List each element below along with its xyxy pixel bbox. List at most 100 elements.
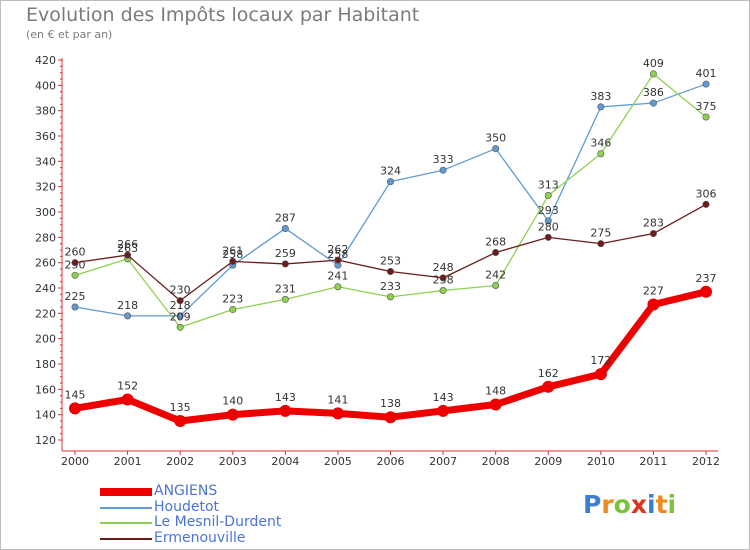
data-point-ermenouville — [176, 297, 184, 305]
data-label-ermenouville: 248 — [433, 261, 454, 274]
data-label-angiens: 145 — [65, 388, 86, 401]
data-label-angiens: 135 — [170, 401, 191, 414]
data-label-houdetot: 225 — [65, 290, 86, 303]
data-label-houdetot: 333 — [433, 153, 454, 166]
data-point-houdetot — [281, 224, 289, 232]
legend-item-angiens: ANGIENS — [100, 484, 400, 500]
chart-legend: ANGIENS Houdetot Le Mesnil-Durdent Ermenouv… — [100, 484, 400, 546]
data-point-angiens — [226, 408, 239, 421]
data-point-angiens — [174, 415, 187, 427]
x-tick-label: 2008 — [482, 455, 510, 468]
data-point-le-mesnil-durdent — [229, 306, 237, 314]
y-tick-label: 200 — [35, 333, 56, 346]
logo-letter: P — [583, 490, 602, 519]
y-tick-label: 140 — [35, 409, 56, 422]
data-point-houdetot — [649, 99, 657, 107]
data-label-ermenouville: 283 — [643, 217, 664, 230]
y-tick-label: 340 — [35, 155, 56, 168]
y-tick-label: 120 — [35, 434, 56, 447]
data-label-houdetot: 383 — [590, 90, 611, 103]
data-point-ermenouville — [702, 200, 710, 208]
logo-letter: i — [667, 490, 677, 519]
y-tick-label: 400 — [35, 79, 56, 92]
data-label-ermenouville: 261 — [222, 244, 243, 257]
x-tick-label: 2004 — [271, 455, 299, 468]
data-point-le-mesnil-durdent — [334, 283, 342, 291]
data-label-houdetot: 258 — [327, 248, 348, 261]
y-tick-label: 240 — [35, 282, 56, 295]
data-label-le-mesnil-durdent: 231 — [275, 282, 296, 295]
data-label-houdetot: 218 — [117, 299, 138, 312]
data-point-houdetot — [124, 312, 132, 320]
data-point-le-mesnil-durdent — [492, 281, 500, 289]
data-point-le-mesnil-durdent — [544, 192, 552, 200]
data-point-houdetot — [176, 312, 184, 320]
data-point-houdetot — [597, 103, 605, 111]
data-point-angiens — [542, 380, 555, 393]
chart-title: Evolution des Impôts locaux par Habitant — [26, 4, 420, 26]
data-label-ermenouville: 268 — [485, 236, 506, 249]
data-label-angiens: 143 — [433, 391, 454, 404]
logo-letter: o — [613, 490, 631, 519]
data-label-ermenouville: 275 — [590, 227, 611, 240]
y-tick-label: 220 — [35, 307, 56, 320]
data-label-houdetot: 386 — [643, 86, 664, 99]
data-point-ermenouville — [334, 256, 342, 264]
data-label-houdetot: 401 — [696, 67, 717, 80]
x-tick-label: 2010 — [587, 455, 615, 468]
y-tick-label: 320 — [35, 181, 56, 194]
y-tick-label: 420 — [35, 54, 56, 67]
data-point-angiens — [384, 411, 397, 424]
data-point-le-mesnil-durdent — [176, 323, 184, 331]
data-label-houdetot: 287 — [275, 211, 296, 224]
data-point-ermenouville — [439, 274, 447, 282]
x-tick-label: 2007 — [429, 455, 457, 468]
data-point-le-mesnil-durdent — [597, 150, 605, 158]
data-label-ermenouville: 260 — [65, 246, 86, 259]
data-label-ermenouville: 253 — [380, 255, 401, 268]
data-label-angiens: 140 — [222, 395, 243, 408]
data-label-houdetot: 218 — [170, 299, 191, 312]
data-label-ermenouville: 306 — [696, 187, 717, 200]
data-label-houdetot: 350 — [485, 132, 506, 145]
data-label-le-mesnil-durdent: 409 — [643, 57, 664, 70]
data-label-ermenouville: 280 — [538, 220, 559, 233]
data-point-angiens — [594, 368, 607, 381]
legend-label: ANGIENS — [154, 483, 218, 499]
x-tick-label: 2001 — [114, 455, 142, 468]
data-point-ermenouville — [386, 268, 394, 276]
data-point-ermenouville — [492, 249, 500, 257]
data-label-le-mesnil-durdent: 263 — [117, 242, 138, 255]
data-point-houdetot — [386, 178, 394, 186]
legend-item-houdetot: Houdetot — [100, 498, 400, 516]
legend-item-le-mesnil-durdent: Le Mesnil-Durdent — [100, 515, 400, 531]
data-label-le-mesnil-durdent: 346 — [590, 137, 611, 150]
data-point-houdetot — [544, 217, 552, 225]
data-point-houdetot — [71, 303, 79, 311]
data-label-angiens: 138 — [380, 397, 401, 410]
data-label-le-mesnil-durdent: 223 — [222, 293, 243, 306]
data-label-houdetot: 258 — [222, 248, 243, 261]
data-point-angiens — [279, 404, 292, 417]
legend-label: Houdetot — [154, 498, 220, 515]
data-point-angiens — [121, 393, 134, 406]
data-point-houdetot — [492, 145, 500, 153]
data-label-angiens: 152 — [117, 379, 138, 392]
chart-subtitle: (en € et par an) — [26, 28, 113, 41]
x-tick-label: 2000 — [61, 455, 89, 468]
data-point-houdetot — [702, 80, 710, 88]
data-point-ermenouville — [544, 233, 552, 241]
data-label-le-mesnil-durdent: 375 — [696, 100, 717, 113]
data-label-le-mesnil-durdent: 233 — [380, 280, 401, 293]
data-point-houdetot — [439, 166, 447, 174]
x-tick-label: 2002 — [166, 455, 194, 468]
data-label-le-mesnil-durdent: 241 — [327, 270, 348, 283]
data-point-le-mesnil-durdent — [71, 271, 79, 279]
data-point-angiens — [647, 298, 660, 311]
legend-swatch — [100, 522, 152, 524]
logo-letter: t — [655, 490, 668, 519]
legend-swatch — [100, 506, 152, 509]
data-label-ermenouville: 266 — [117, 238, 138, 251]
